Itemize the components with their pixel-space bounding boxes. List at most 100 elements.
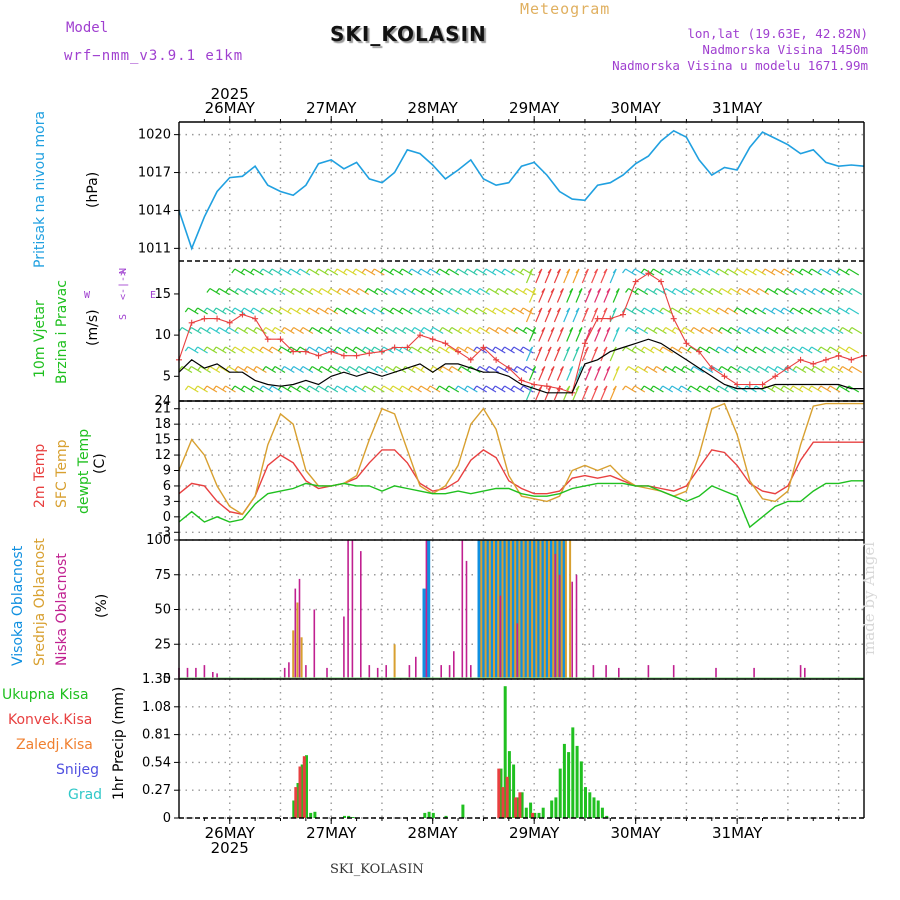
wind-barb	[609, 385, 617, 401]
wind-barb	[786, 326, 797, 335]
precip-total-bar	[461, 804, 465, 818]
wind-barb-flag	[463, 346, 468, 352]
wind-barb-flag	[290, 327, 295, 332]
wind-max-marker	[226, 319, 233, 326]
wind-barb	[439, 307, 450, 315]
wind-barb-flag	[541, 327, 546, 332]
wind-barb-flag	[727, 288, 732, 293]
wind-barb-flag	[792, 327, 797, 332]
wind-barb-flag	[438, 366, 443, 371]
wind-barb	[302, 326, 314, 335]
wind-barb-flag	[373, 327, 378, 332]
wind-barb	[609, 268, 617, 284]
wind-barb	[702, 365, 714, 374]
precip-ylabel: 1hr Precip (mm)	[111, 687, 127, 800]
precip-tick-label: 0.81	[142, 728, 171, 743]
wind-barb	[801, 346, 813, 354]
wind-barb-flag	[817, 268, 822, 274]
wind-barb	[253, 307, 264, 315]
wind-barb-flag	[438, 288, 443, 293]
cloud-high-bar	[507, 540, 511, 679]
wind-barb-flag	[584, 268, 589, 274]
wind-barb	[612, 327, 620, 342]
wind-barb	[190, 326, 202, 335]
wind-barb-flag	[696, 307, 701, 313]
wind-barb	[783, 346, 794, 354]
cloud-low-bar	[571, 581, 573, 679]
wind-barb	[420, 268, 432, 276]
wind-barb-flag	[566, 268, 571, 274]
wind-barb	[274, 365, 286, 374]
wind-barb-flag	[485, 288, 490, 293]
footer-station: SKI_KOLASIN	[330, 862, 424, 877]
wind-barb-flag	[808, 385, 813, 391]
wind-barb-flag	[584, 346, 589, 352]
wind-max-marker	[353, 352, 360, 359]
wind-barb-flag	[234, 327, 239, 332]
wind-barb	[432, 287, 444, 296]
cloud-high-bar	[515, 540, 519, 679]
wind-max-marker	[734, 381, 741, 388]
wind-barb-flag	[392, 327, 397, 332]
wind-barb	[228, 287, 239, 296]
wind-barb	[513, 385, 525, 393]
wind-barb	[832, 287, 844, 296]
wind-barb	[736, 268, 748, 276]
wind-barb	[556, 366, 564, 381]
wind-barb-flag	[640, 385, 645, 391]
wind-barb-flag	[556, 346, 561, 352]
cloud-ylabel-unit: (%)	[94, 594, 110, 618]
wind-barb-flag	[417, 268, 422, 274]
wind-barb	[457, 268, 469, 276]
wind-barb	[600, 385, 608, 401]
wind-barb-flag	[188, 289, 191, 293]
wind-barb-flag	[510, 268, 515, 274]
cloud-mid-bar	[488, 540, 491, 679]
wind-barb	[653, 268, 664, 276]
wind-barb-flag	[838, 327, 843, 332]
wind-barb-flag	[718, 366, 723, 371]
wind-max-marker	[594, 315, 601, 322]
wind-barb-flag	[727, 327, 732, 332]
precip-conv-bar	[294, 787, 298, 818]
wind-barb-flag	[203, 307, 208, 313]
wind-barb-flag	[482, 385, 487, 391]
wind-barb-flag	[808, 268, 813, 274]
wind-barb-flag	[262, 288, 267, 293]
wind-barb-flag	[361, 385, 366, 391]
wind-barb	[665, 326, 677, 335]
wind-barb	[581, 307, 589, 323]
wind-barb-flag	[231, 268, 236, 274]
wind-barb	[711, 326, 723, 335]
wind-barb-flag	[798, 268, 803, 274]
wind-barb	[265, 326, 277, 335]
wind-barb	[681, 268, 692, 276]
wind-barb	[792, 385, 804, 393]
wind-barb	[646, 365, 658, 374]
top-date-label: 27MAY	[306, 99, 357, 117]
wind-barb-flag	[234, 366, 239, 371]
wind-barb	[829, 268, 841, 276]
precip-total-bar	[292, 800, 296, 818]
wind-barb-flag	[296, 346, 301, 352]
temp-tick-label: -3	[158, 525, 171, 540]
wind-barb	[256, 326, 267, 335]
wind-barb-flag	[625, 288, 629, 293]
wind-barb-flag	[308, 366, 313, 371]
wind-barb	[420, 346, 432, 354]
wind-max-marker	[759, 381, 766, 388]
wind-barb-flag	[380, 307, 385, 313]
wind-barb	[516, 287, 528, 296]
wind-barb	[228, 365, 239, 374]
wind-barb-flag	[364, 327, 369, 332]
wind-barb	[656, 326, 667, 335]
wind-barb	[690, 268, 701, 276]
wind-barb-flag	[411, 288, 416, 293]
wind-barb-flag	[566, 346, 571, 352]
bottom-date-label: 28MAY	[408, 824, 459, 842]
wind-barb-flag	[845, 307, 850, 313]
wind-barb	[237, 365, 249, 374]
precip-total-bar	[584, 787, 587, 818]
wind-barb	[609, 307, 617, 323]
wind-barb	[318, 385, 329, 393]
